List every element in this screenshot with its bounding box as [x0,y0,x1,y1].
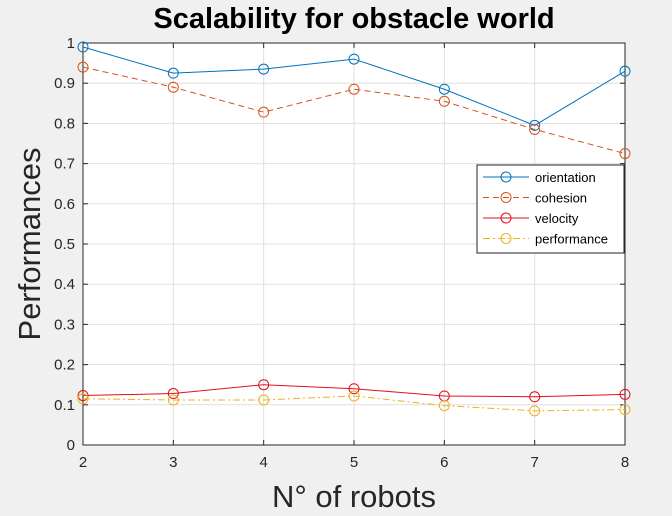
y-tick-label: 1 [67,35,75,52]
data-point-cohesion [258,106,270,118]
series-line-orientation [82,46,626,126]
y-tick-label: 0.2 [54,357,75,374]
legend-marker-performance [500,233,512,244]
series-performance [77,390,631,417]
y-tick-label: 0.3 [54,316,75,333]
data-point-orientation [258,63,270,75]
series-layer [77,41,631,417]
y-tick-label: 0.4 [54,276,75,293]
legend-marker-cohesion [500,192,512,203]
data-point-cohesion [529,123,541,135]
series-cohesion [77,61,631,160]
legend-marker-orientation [500,171,512,183]
x-tick-label: 7 [530,454,538,471]
legend-item: orientation [483,170,596,185]
y-tick-label: 0.9 [54,75,75,92]
data-point-cohesion [77,61,89,73]
chart-title: Scalability for obstacle world [153,3,554,35]
x-tick-label: 2 [79,454,87,471]
data-point-performance [619,404,631,416]
series-line-cohesion [82,66,626,155]
data-point-cohesion [348,83,360,95]
x-tick-label: 3 [169,454,177,471]
x-tick-labels: 2 3 4 5 6 7 8 [79,454,629,471]
data-point-velocity [348,383,360,395]
data-point-velocity [258,379,270,391]
data-point-cohesion [167,81,179,93]
data-point-orientation [77,41,89,53]
y-tick-label: 0.8 [54,115,75,132]
legend-marker-velocity [500,212,512,224]
legend: orientation cohesion velocity performance [476,164,625,254]
data-point-velocity [619,388,631,400]
data-point-performance [348,390,360,402]
data-point-orientation [529,119,541,131]
x-tick-label: 5 [350,454,358,471]
series-velocity [77,379,631,403]
series-line-performance [82,395,626,412]
data-point-orientation [619,65,631,77]
legend-label: cohesion [535,191,587,206]
legend-item: performance [483,232,608,247]
legend-label: orientation [535,170,596,185]
data-point-performance [438,400,450,412]
legend-item: velocity [483,211,579,226]
data-point-cohesion [619,148,631,160]
data-point-performance [167,394,179,406]
y-tick-label: 0.1 [54,397,75,414]
data-point-velocity [529,391,541,403]
y-axis-label: Performances [12,148,47,341]
data-point-performance [77,393,89,405]
y-tick-label: 0.5 [54,236,75,253]
axis-ticks [82,42,626,446]
y-tick-label: 0 [67,437,75,454]
y-tick-labels: 0 0.1 0.2 0.3 0.4 0.5 0.6 0.7 0.8 0.9 1 [54,35,75,454]
data-point-cohesion [438,95,450,107]
data-point-velocity [167,388,179,400]
legend-label: performance [535,232,608,247]
legend-label: velocity [535,211,579,226]
data-point-performance [529,405,541,417]
x-tick-label: 8 [621,454,629,471]
data-point-orientation [167,67,179,79]
series-line-velocity [82,384,626,398]
series-orientation [77,41,631,131]
data-point-velocity [77,390,89,402]
x-tick-label: 4 [259,454,267,471]
x-axis-label: N° of robots [272,479,436,514]
data-point-performance [258,394,270,406]
data-point-orientation [438,83,450,95]
x-tick-label: 6 [440,454,448,471]
y-tick-label: 0.7 [54,156,75,173]
legend-item: cohesion [483,191,587,206]
data-point-orientation [348,53,360,65]
y-tick-label: 0.6 [54,196,75,213]
